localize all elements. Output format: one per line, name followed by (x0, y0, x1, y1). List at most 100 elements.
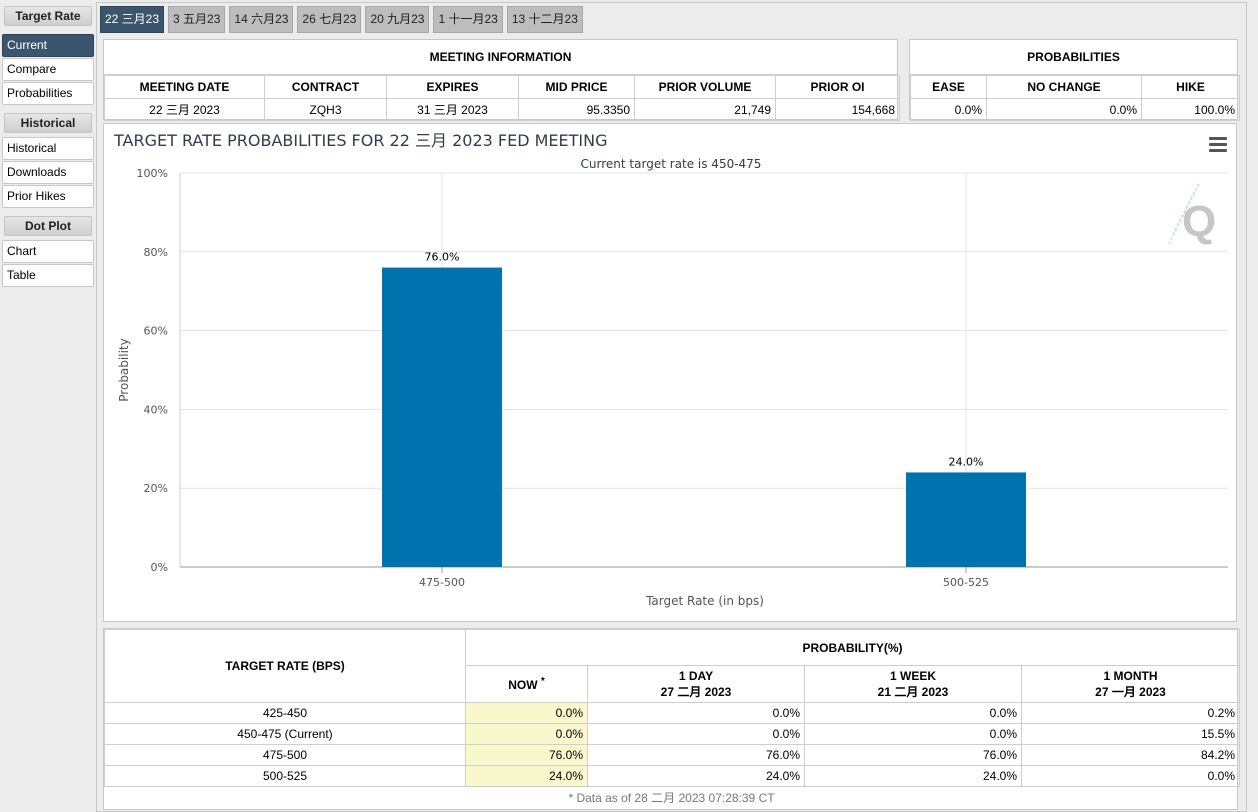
y-tick-label: 20% (144, 482, 168, 495)
header-probability: PROBABILITY(%) (465, 629, 1240, 666)
meeting-info-panel: MEETING INFORMATION MEETING DATE CONTRAC… (103, 39, 900, 121)
tab-meeting-2[interactable]: 3 五月23 (168, 6, 226, 33)
value-mid-price: 95.3350 (518, 98, 635, 121)
header-1-month-date: 27 一月 2023 (1095, 684, 1166, 699)
header-now-mark: * (540, 676, 545, 687)
tab-meeting-7[interactable]: 13 十二月23 (506, 6, 583, 33)
chart-menu-icon[interactable] (1209, 137, 1227, 153)
value-hike: 100.0% (1141, 98, 1240, 121)
header-target-rate-bps: TARGET RATE (BPS) (104, 629, 466, 703)
table-row: 500-525 24.0% 24.0% 24.0% 0.0% (104, 765, 1240, 787)
header-prior-oi: PRIOR OI (775, 75, 900, 99)
row-rate: 425-450 (104, 702, 466, 724)
row-1-day: 24.0% (587, 765, 805, 787)
value-meeting-date: 22 三月 2023 (104, 98, 265, 121)
probabilities-table: EASE NO CHANGE HIKE 0.0% 0.0% 100.0% (910, 75, 1240, 121)
value-prior-volume: 21,749 (634, 98, 776, 121)
bar-data-label: 76.0% (425, 251, 460, 264)
row-1-week: 76.0% (804, 744, 1022, 766)
nav-header-historical: Historical (4, 113, 92, 133)
header-1-day-date: 27 二月 2023 (660, 684, 732, 699)
bar-data-label: 24.0% (949, 455, 984, 468)
tab-meeting-4[interactable]: 26 七月23 (297, 6, 362, 33)
probability-chart: TARGET RATE PROBABILITIES FOR 22 三月 2023… (113, 131, 1228, 608)
meeting-info-title: MEETING INFORMATION (104, 40, 897, 75)
x-tick-label: 500-525 (943, 576, 989, 589)
chart-watermark-text: Q (1182, 197, 1216, 246)
row-now: 24.0% (465, 765, 588, 787)
row-1-week: 24.0% (804, 765, 1022, 787)
header-ease: EASE (910, 75, 987, 99)
nav-header-target-rate: Target Rate (4, 6, 92, 26)
data-as-of-footnote: * Data as of 28 二月 2023 07:28:39 CT (568, 791, 775, 805)
row-now: 76.0% (465, 744, 588, 766)
tab-meeting-3[interactable]: 14 六月23 (229, 6, 294, 33)
row-1-month: 0.0% (1021, 765, 1240, 787)
chart-panel: TARGET RATE PROBABILITIES FOR 22 三月 2023… (103, 123, 1237, 622)
header-now-label: NOW (508, 678, 538, 692)
row-now: 0.0% (465, 723, 588, 745)
row-1-month: 0.2% (1021, 702, 1240, 724)
probability-table: TARGET RATE (BPS) PROBABILITY(%) NOW * 1… (104, 629, 1240, 787)
table-row: 450-475 (Current) 0.0% 0.0% 0.0% 15.5% (104, 723, 1240, 745)
y-tick-label: 40% (144, 403, 168, 416)
header-now: NOW * (465, 665, 588, 703)
y-tick-label: 0% (151, 561, 168, 574)
table-row: 475-500 76.0% 76.0% 76.0% 84.2% (104, 744, 1240, 766)
nav-item-prior-hikes[interactable]: Prior Hikes (2, 185, 94, 208)
header-hike: HIKE (1141, 75, 1240, 99)
tab-meeting-1[interactable]: 22 三月23 (100, 6, 165, 33)
x-tick-label: 475-500 (419, 576, 465, 589)
bar-500-525 (906, 472, 1026, 567)
chart-grid (179, 172, 1228, 573)
nav-item-downloads[interactable]: Downloads (2, 161, 94, 184)
nav-header-dot-plot: Dot Plot (4, 216, 92, 236)
chart-bars (382, 267, 1026, 567)
header-contract: CONTRACT (264, 75, 387, 99)
bar-475-500 (382, 267, 502, 567)
probabilities-title: PROBABILITIES (910, 40, 1237, 75)
nav-item-historical[interactable]: Historical (2, 137, 94, 160)
tab-meeting-6[interactable]: 1 十一月23 (433, 6, 503, 33)
chart-labels: 0% 20% 40% 60% 80% 100% 76.0% 475-500 24.0% 500-5… (137, 167, 989, 589)
value-ease: 0.0% (910, 98, 987, 121)
chart-x-axis-label: Target Rate (in bps) (645, 594, 764, 608)
row-1-day: 0.0% (587, 702, 805, 724)
probability-table-panel: TARGET RATE (BPS) PROBABILITY(%) NOW * 1… (103, 628, 1240, 810)
nav-item-dot-table[interactable]: Table (2, 264, 94, 287)
row-rate: 450-475 (Current) (104, 723, 466, 745)
y-tick-label: 100% (137, 167, 168, 180)
header-1-day: 1 DAY 27 二月 2023 (587, 665, 805, 703)
nav-item-compare[interactable]: Compare (2, 58, 94, 81)
chart-watermark: Q (1168, 183, 1216, 246)
chart-title: TARGET RATE PROBABILITIES FOR 22 三月 2023… (113, 131, 608, 150)
header-1-month-label: 1 MONTH (1103, 668, 1158, 683)
header-1-week-date: 21 二月 2023 (877, 684, 949, 699)
row-rate: 475-500 (104, 744, 466, 766)
row-now: 0.0% (465, 702, 588, 724)
nav-item-probabilities[interactable]: Probabilities (2, 82, 94, 105)
header-1-day-label: 1 DAY (678, 668, 714, 683)
y-tick-label: 80% (144, 246, 168, 259)
value-contract: ZQH3 (264, 98, 387, 121)
row-1-week: 0.0% (804, 702, 1022, 724)
header-no-change: NO CHANGE (986, 75, 1142, 99)
header-mid-price: MID PRICE (518, 75, 635, 99)
table-row: 425-450 0.0% 0.0% 0.0% 0.2% (104, 702, 1240, 724)
header-1-month: 1 MONTH 27 一月 2023 (1021, 665, 1240, 703)
meeting-info-table: MEETING DATE CONTRACT EXPIRES MID PRICE … (104, 75, 900, 121)
chart-y-axis-label: Probability (117, 338, 131, 401)
value-expires: 31 三月 2023 (386, 98, 519, 121)
row-1-month: 84.2% (1021, 744, 1240, 766)
row-1-month: 15.5% (1021, 723, 1240, 745)
meeting-tabs: 22 三月23 3 五月23 14 六月23 26 七月23 20 九月23 1… (100, 6, 587, 33)
probabilities-panel: PROBABILITIES EASE NO CHANGE HIKE 0.0% 0… (909, 39, 1240, 121)
tab-meeting-5[interactable]: 20 九月23 (365, 6, 430, 33)
y-tick-label: 60% (144, 325, 168, 338)
nav-item-dot-chart[interactable]: Chart (2, 240, 94, 263)
value-prior-oi: 154,668 (775, 98, 900, 121)
header-1-week: 1 WEEK 21 二月 2023 (804, 665, 1022, 703)
header-prior-volume: PRIOR VOLUME (634, 75, 776, 99)
row-1-week: 0.0% (804, 723, 1022, 745)
nav-item-current[interactable]: Current (2, 34, 94, 57)
